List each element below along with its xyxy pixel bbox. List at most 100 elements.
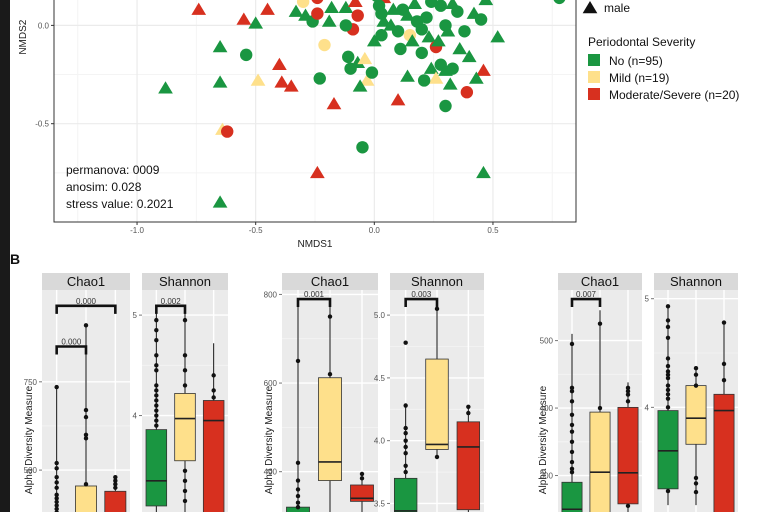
figure: -1.0 -0.5 0.0 0.5 0.0 -0.5 NMDS1 NMDS2 permanova… bbox=[10, 0, 768, 512]
stat-annotation: stress value: 0.2021 bbox=[66, 197, 174, 211]
significance-bracket bbox=[55, 345, 88, 355]
data-point-triangle bbox=[324, 0, 339, 13]
data-point-triangle bbox=[326, 97, 342, 110]
data-point bbox=[665, 324, 671, 330]
data-point bbox=[403, 463, 408, 468]
p-value-label: 0.000 bbox=[61, 338, 82, 347]
y-tick-label: 500 bbox=[540, 337, 554, 346]
data-point bbox=[597, 321, 603, 326]
data-point-circle bbox=[425, 0, 438, 8]
data-point-circle bbox=[458, 25, 471, 38]
facet-chao1: Chao1 300 400 500 0.007 bbox=[540, 273, 642, 512]
data-point-circle bbox=[434, 0, 447, 12]
data-point bbox=[569, 422, 575, 428]
data-point bbox=[113, 474, 118, 480]
data-point bbox=[113, 485, 118, 490]
data-point bbox=[154, 403, 159, 408]
data-point bbox=[154, 363, 159, 368]
data-point bbox=[693, 489, 699, 495]
data-point bbox=[625, 392, 631, 397]
box-iqr bbox=[174, 393, 196, 462]
data-point bbox=[154, 413, 159, 418]
data-point-triangle bbox=[442, 77, 458, 90]
data-point bbox=[403, 469, 408, 475]
box-iqr bbox=[713, 393, 735, 512]
panel-label-b: B bbox=[10, 251, 20, 267]
data-point bbox=[569, 388, 575, 394]
data-point bbox=[295, 500, 301, 505]
legend-label: Mild (n=19) bbox=[609, 71, 669, 85]
data-point bbox=[295, 460, 301, 466]
y-tick-label: 5.0 bbox=[374, 311, 386, 320]
box-mild bbox=[685, 366, 707, 506]
data-point-circle bbox=[221, 125, 234, 138]
facet-title: Chao1 bbox=[311, 274, 349, 289]
y-tick-label: 300 bbox=[540, 472, 554, 481]
data-point-triangle bbox=[347, 0, 363, 8]
data-point-triangle bbox=[236, 12, 252, 25]
data-point-triangle bbox=[478, 0, 494, 6]
data-point-circle bbox=[311, 7, 324, 20]
data-point bbox=[569, 466, 575, 471]
legend: male Periodontal Severity No (n=95) Mild (n… bbox=[582, 1, 739, 102]
data-point bbox=[665, 387, 671, 393]
facet-title: Shannon bbox=[411, 274, 463, 289]
data-point bbox=[54, 485, 59, 490]
data-point bbox=[403, 451, 408, 456]
box-iqr bbox=[75, 485, 97, 512]
data-point bbox=[693, 366, 699, 371]
data-point-triangle bbox=[404, 34, 420, 47]
y-tick-label: 400 bbox=[540, 404, 554, 413]
data-point-triangle bbox=[476, 63, 491, 76]
data-point bbox=[83, 482, 89, 487]
y-tick-label: 400 bbox=[264, 468, 278, 477]
box-mild bbox=[75, 323, 97, 512]
data-point-triangle bbox=[274, 75, 290, 88]
box-no bbox=[393, 340, 418, 512]
box-no bbox=[145, 310, 168, 512]
data-point bbox=[569, 341, 575, 347]
data-point bbox=[295, 478, 301, 483]
data-point-circle bbox=[439, 99, 452, 113]
box-iqr bbox=[589, 411, 611, 512]
data-point bbox=[403, 425, 408, 431]
data-point bbox=[569, 469, 575, 475]
data-point bbox=[569, 399, 575, 404]
data-point-circle bbox=[296, 0, 310, 8]
data-point-triangle bbox=[321, 14, 337, 27]
data-point-triangle bbox=[440, 24, 456, 37]
box-iqr bbox=[350, 484, 374, 502]
data-point-circle bbox=[446, 62, 459, 75]
data-point bbox=[625, 385, 631, 391]
facet-strip bbox=[282, 273, 378, 290]
stat-annotation: permanova: 0009 bbox=[66, 163, 160, 177]
data-point bbox=[569, 439, 575, 444]
facet-title: Shannon bbox=[670, 274, 722, 289]
data-point bbox=[403, 430, 408, 436]
data-point-circle bbox=[394, 42, 407, 56]
y-tick-label: 750 bbox=[24, 378, 38, 387]
data-point bbox=[665, 405, 671, 410]
significance-bracket bbox=[155, 304, 187, 314]
box-no bbox=[657, 304, 679, 506]
y-tick-label: 600 bbox=[264, 379, 278, 388]
box-iqr bbox=[104, 490, 127, 512]
data-point bbox=[211, 395, 216, 400]
box-mild bbox=[425, 306, 449, 460]
data-point bbox=[54, 503, 59, 508]
data-point bbox=[295, 487, 301, 492]
stat-annotation: anosim: 0.028 bbox=[66, 180, 142, 194]
y-axis-title: Alpha Diversity Measure bbox=[24, 385, 35, 494]
data-point-circle bbox=[460, 86, 474, 99]
box-no bbox=[286, 305, 310, 512]
data-point bbox=[54, 384, 59, 390]
data-point-circle bbox=[356, 141, 369, 154]
p-value-label: 0.007 bbox=[576, 290, 597, 299]
data-point bbox=[359, 471, 365, 477]
data-point-triangle bbox=[461, 49, 477, 63]
data-point-triangle bbox=[476, 165, 491, 179]
data-point-circle bbox=[375, 29, 388, 42]
y-tick-label: 4.5 bbox=[374, 374, 386, 383]
data-point bbox=[154, 398, 159, 403]
box-iqr bbox=[393, 477, 418, 512]
